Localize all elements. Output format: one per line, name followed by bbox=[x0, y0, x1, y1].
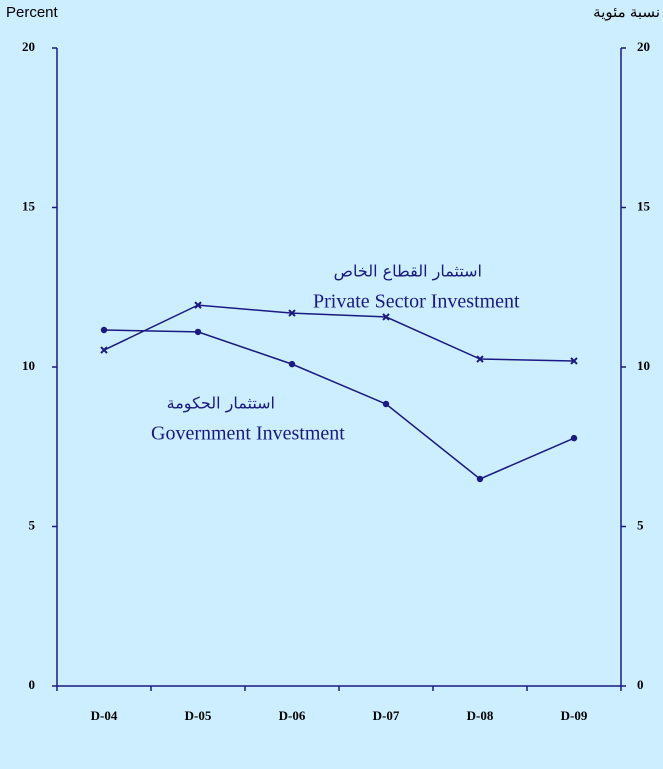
x-tick-label: D-06 bbox=[279, 708, 306, 723]
marker bbox=[194, 301, 202, 309]
marker bbox=[570, 357, 578, 365]
y2-tick-label: 5 bbox=[637, 517, 644, 532]
marker bbox=[382, 400, 390, 408]
annotation: استثمار القطاع الخاص bbox=[334, 262, 482, 282]
y2-tick-label: 0 bbox=[637, 677, 644, 692]
series-line bbox=[103, 329, 575, 480]
y2-axis-title: نسبة مئوية bbox=[593, 4, 660, 21]
y-tick-label: 20 bbox=[22, 39, 35, 54]
y-tick-label: 5 bbox=[29, 517, 36, 532]
y2-tick-label: 10 bbox=[637, 358, 650, 373]
marker bbox=[100, 346, 108, 354]
y2-tick-label: 20 bbox=[637, 39, 650, 54]
annotation: استثمار الحكومة bbox=[167, 394, 275, 414]
y-axis-title: Percent bbox=[6, 4, 59, 21]
marker bbox=[570, 434, 578, 442]
marker bbox=[288, 360, 296, 368]
marker bbox=[476, 475, 484, 483]
marker bbox=[476, 355, 484, 363]
y-tick-label: 0 bbox=[29, 677, 36, 692]
x-tick-label: D-04 bbox=[91, 708, 118, 723]
x-tick-label: D-08 bbox=[467, 708, 494, 723]
annotation: Private Sector Investment bbox=[313, 291, 520, 313]
x-tick-label: D-07 bbox=[373, 708, 400, 723]
marker bbox=[288, 309, 296, 317]
series-line bbox=[103, 304, 575, 362]
marker bbox=[100, 326, 108, 334]
x-tick-label: D-09 bbox=[561, 708, 588, 723]
marker bbox=[382, 313, 390, 321]
x-tick-label: D-05 bbox=[185, 708, 212, 723]
annotation: Government Investment bbox=[151, 423, 345, 445]
y-tick-label: 10 bbox=[22, 358, 35, 373]
y2-tick-label: 15 bbox=[637, 198, 651, 213]
y-tick-label: 15 bbox=[22, 198, 36, 213]
marker bbox=[194, 328, 202, 336]
